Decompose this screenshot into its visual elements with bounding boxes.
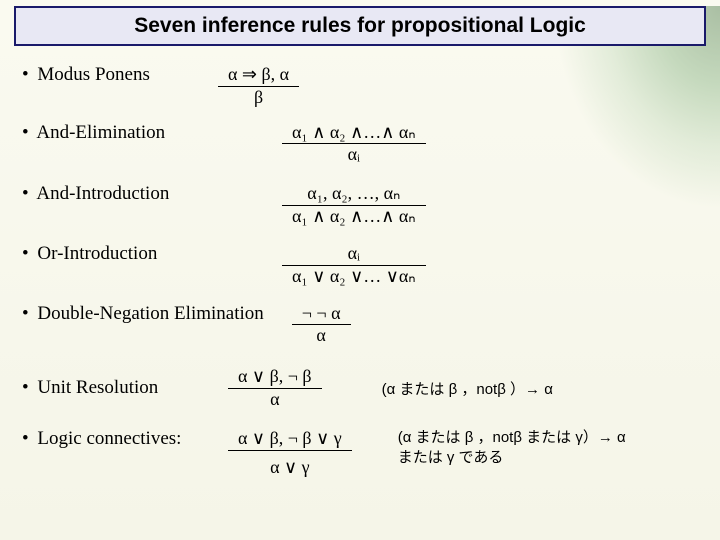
rule-row-unit-res: • Unit Resolution α ∨ β, ¬ β α (α または β … <box>22 366 698 410</box>
rule-conclusion: α ∨ γ <box>228 451 352 478</box>
rule-row-and-elim: • And-Elimination α₁ ∧ α₂ ∧…∧ αₙ αᵢ <box>22 122 698 166</box>
rule-label: Logic connectives: <box>37 428 181 449</box>
rule-label: And-Elimination <box>36 122 165 143</box>
rule-note: (α または β ，notβ または γ）→ α または γ である <box>398 428 638 469</box>
rule-fraction: α ∨ β, ¬ β α <box>228 366 322 409</box>
rule-conclusion: αᵢ <box>282 144 426 165</box>
rule-conclusion: α <box>228 389 322 410</box>
rule-note: (α または β ，notβ ）→ α <box>382 378 553 399</box>
rule-row-logic-conn: • Logic connectives: α ∨ β, ¬ β ∨ γ α ∨ … <box>22 428 698 478</box>
bullet-icon: • <box>22 428 29 449</box>
rule-fraction: α ∨ β, ¬ β ∨ γ α ∨ γ <box>228 428 352 477</box>
rule-row-and-intro: • And-Introduction α₁, α₂, …, αₙ α₁ ∧ α₂… <box>22 183 698 227</box>
bullet-icon: • <box>22 303 29 324</box>
rule-fraction: ¬ ¬ α α <box>292 303 351 346</box>
rule-fraction: α₁ ∧ α₂ ∧…∧ αₙ αᵢ <box>282 122 426 165</box>
bullet-icon: • <box>22 243 29 264</box>
rule-label: Double-Negation Elimination <box>37 303 263 324</box>
rule-premise: α ∨ β, ¬ β ∨ γ <box>228 428 352 451</box>
rule-row-or-intro: • Or-Introduction αᵢ α₁ ∨ α₂ ∨… ∨αₙ <box>22 243 698 287</box>
bullet-icon: • <box>22 122 29 143</box>
rule-conclusion: α <box>292 325 351 346</box>
bullet-icon: • <box>22 64 29 85</box>
bullet-icon: • <box>22 183 29 204</box>
rule-premise: ¬ ¬ α <box>292 303 351 326</box>
rule-label: And-Introduction <box>36 183 169 204</box>
rule-premise: α ∨ β, ¬ β <box>228 366 322 389</box>
rule-row-dne: • Double-Negation Elimination ¬ ¬ α α <box>22 303 698 347</box>
rule-conclusion: α₁ ∨ α₂ ∨… ∨αₙ <box>282 266 426 287</box>
rule-premise: α₁ ∧ α₂ ∧…∧ αₙ <box>282 122 426 145</box>
page-title: Seven inference rules for propositional … <box>134 14 586 37</box>
rule-fraction: α ⇒ β, α β <box>218 64 299 107</box>
rule-row-modus-ponens: • Modus Ponens α ⇒ β, α β <box>22 64 698 108</box>
bullet-icon: • <box>22 377 29 398</box>
rule-label: Unit Resolution <box>37 377 158 398</box>
content-area: • Modus Ponens α ⇒ β, α β • And-Eliminat… <box>0 46 720 478</box>
rule-fraction: αᵢ α₁ ∨ α₂ ∨… ∨αₙ <box>282 243 426 286</box>
rule-fraction: α₁, α₂, …, αₙ α₁ ∧ α₂ ∧…∧ αₙ <box>282 183 426 226</box>
rule-premise: α ⇒ β, α <box>218 64 299 87</box>
rule-premise: α₁, α₂, …, αₙ <box>282 183 426 206</box>
rule-label: Modus Ponens <box>37 64 149 85</box>
rule-conclusion: β <box>218 87 299 108</box>
title-bar: Seven inference rules for propositional … <box>14 6 706 46</box>
rule-label: Or-Introduction <box>37 243 157 264</box>
rule-premise: αᵢ <box>282 243 426 266</box>
rule-conclusion: α₁ ∧ α₂ ∧…∧ αₙ <box>282 206 426 227</box>
